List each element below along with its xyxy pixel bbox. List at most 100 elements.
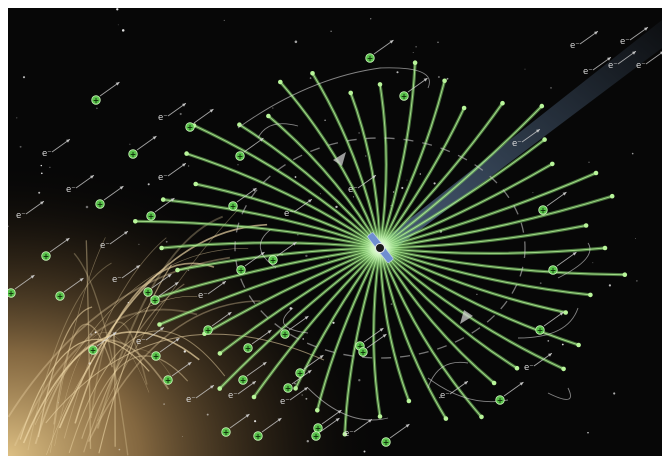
star [22, 76, 26, 79]
wind-arrowhead [572, 252, 577, 256]
wind-arrowhead [562, 192, 567, 196]
wind-arrowhead [187, 362, 192, 366]
wind-trail [449, 380, 469, 395]
star [476, 293, 478, 296]
wind-trail [244, 251, 265, 267]
particle-trails [14, 26, 662, 439]
star [365, 155, 367, 157]
wind-arrowhead [307, 370, 312, 374]
electron-label: e⁻ [344, 429, 354, 439]
tether-tip [193, 181, 198, 187]
corona-strand [13, 308, 198, 447]
wind-arrowhead [559, 312, 564, 316]
tether-wire-highlight [135, 220, 381, 249]
star [358, 132, 360, 134]
star [96, 107, 98, 110]
star [179, 112, 182, 116]
electron-label: e⁻ [112, 275, 122, 285]
wind-arrowhead [292, 242, 297, 246]
proton [235, 151, 245, 161]
proton-sign: + [153, 352, 159, 361]
corona-strand [45, 333, 325, 424]
wind-trail [556, 251, 577, 267]
wind-trail [303, 354, 324, 370]
tether-wire-highlight [159, 247, 381, 325]
star [433, 182, 436, 185]
proton [163, 375, 173, 385]
wind-trail [167, 162, 187, 177]
electron-label: e⁻ [636, 61, 646, 71]
proton-sign: + [145, 288, 151, 297]
proton-sign: + [357, 342, 363, 351]
deflected-trail [557, 242, 591, 279]
rotation-ring [234, 137, 526, 359]
artwork-canvas: +++ ++++++++++ ++ +++++++++++ ++++++++++ e⁻e… [8, 8, 662, 456]
tether-wire-highlight [177, 247, 381, 271]
tether-tip [184, 151, 189, 156]
star [237, 164, 239, 166]
wind-trail [592, 56, 612, 71]
wind-arrowhead [267, 330, 272, 334]
deflected-trail [307, 387, 389, 421]
wind-arrowhead [423, 78, 428, 82]
proton-sign: + [187, 123, 193, 132]
wind-arrowhead [372, 175, 376, 179]
tether-tip [609, 193, 615, 199]
corona-strand [68, 330, 226, 454]
wind-trail [261, 417, 282, 433]
electron-label: e⁻ [186, 395, 196, 405]
star [94, 331, 97, 334]
wind-trail [543, 311, 564, 327]
wind-trail [109, 230, 129, 245]
wind-trail [121, 264, 141, 279]
rotation-arrow [333, 152, 346, 166]
wind-arrowhead [170, 198, 175, 202]
star [635, 238, 636, 239]
star [306, 440, 309, 443]
tether-tip [500, 100, 505, 106]
proton [548, 265, 558, 275]
star [8, 225, 9, 228]
wind-arrowhead [644, 27, 648, 31]
electron-label: e⁻ [512, 139, 522, 149]
star [587, 431, 589, 434]
tether-tip [251, 394, 257, 400]
wind-trail [246, 361, 267, 377]
wind-trail [288, 315, 309, 331]
tether-wire-highlight [379, 62, 416, 249]
proton [203, 325, 213, 335]
star [392, 191, 395, 193]
star [592, 262, 594, 264]
star [254, 420, 257, 423]
tether-tip [348, 90, 354, 96]
proton [365, 53, 375, 63]
proton-sign: + [315, 424, 321, 433]
corona-strand [34, 247, 249, 425]
tether-tip [602, 245, 608, 251]
proton [311, 431, 321, 441]
rotation-ring-dashed [234, 137, 526, 359]
tether-wire-highlight [219, 247, 381, 354]
proton [146, 211, 156, 221]
tether-wire-highlight [379, 247, 591, 296]
star [439, 396, 441, 399]
proton [358, 347, 368, 357]
star [330, 30, 332, 32]
star [539, 282, 542, 285]
tether-wire-highlight [204, 247, 381, 335]
proton-sign: + [148, 212, 154, 221]
tether-tip [133, 219, 138, 224]
tether-tip [479, 414, 484, 420]
wind-trail [229, 413, 250, 429]
proton-sign: + [205, 326, 211, 335]
star [187, 165, 190, 167]
electron-label: e⁻ [42, 149, 52, 159]
star [608, 284, 612, 287]
electron-label: e⁻ [280, 397, 290, 407]
tether-wire-highlight [195, 183, 381, 249]
tether-wire-highlight [186, 153, 381, 249]
wind-trail [319, 417, 340, 433]
tether-tip [514, 365, 520, 371]
star [90, 333, 93, 336]
tether-tip [583, 223, 589, 228]
